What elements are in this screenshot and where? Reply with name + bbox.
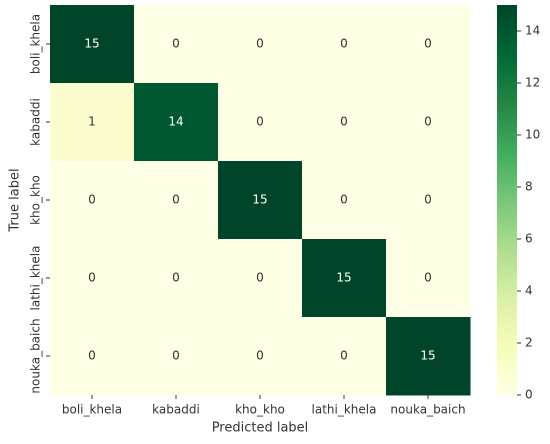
heatmap-cell xyxy=(134,5,219,84)
heatmap-cell xyxy=(134,83,219,162)
heatmap-cell xyxy=(386,317,471,396)
cell-label: 0 xyxy=(340,115,348,129)
heatmap-cell xyxy=(50,161,135,240)
cell-label: 0 xyxy=(88,193,96,207)
colorbar-tick-label: 10 xyxy=(525,128,540,142)
cell-label: 0 xyxy=(340,349,348,363)
cell-label: 0 xyxy=(256,115,264,129)
heatmap-cell xyxy=(50,83,135,162)
heatmap-cell xyxy=(386,161,471,240)
y-axis-label: True label xyxy=(8,168,23,232)
heatmap-cell xyxy=(218,239,303,318)
heatmap-cell xyxy=(218,161,303,240)
cell-label: 0 xyxy=(340,37,348,51)
cell-label: 0 xyxy=(88,349,96,363)
heatmap-cell xyxy=(218,317,303,396)
y-tick-label: kabaddi xyxy=(29,98,43,146)
x-tick-label: boli_khela xyxy=(62,403,122,417)
heatmap-cell xyxy=(134,317,219,396)
cell-label: 0 xyxy=(424,115,432,129)
cell-label: 0 xyxy=(172,193,180,207)
heatmap-cell xyxy=(50,5,135,84)
colorbar-tick-label: 14 xyxy=(525,24,540,38)
heatmap-cell xyxy=(50,239,135,318)
cell-label: 0 xyxy=(256,271,264,285)
x-tick-label: lathi_khela xyxy=(312,403,377,417)
cell-label: 0 xyxy=(172,349,180,363)
heatmap-cell xyxy=(386,5,471,84)
cell-label: 0 xyxy=(340,193,348,207)
cell-label: 0 xyxy=(172,37,180,51)
heatmap-cell xyxy=(218,83,303,162)
heatmap-cell xyxy=(386,83,471,162)
x-tick-label: kabaddi xyxy=(152,403,200,417)
y-tick-label: nouka_baich xyxy=(29,318,43,393)
cell-label: 0 xyxy=(172,271,180,285)
heatmap-cell xyxy=(302,161,387,240)
x-tick-label: kho_kho xyxy=(235,403,285,417)
cell-label: 0 xyxy=(424,271,432,285)
heatmap-cell xyxy=(218,5,303,84)
colorbar-tick-label: 0 xyxy=(525,388,533,402)
heatmap-cell xyxy=(386,239,471,318)
y-tick-label: kho_kho xyxy=(29,175,43,225)
cell-label: 15 xyxy=(252,193,267,207)
heatmap-cell xyxy=(134,161,219,240)
cell-label: 0 xyxy=(424,193,432,207)
cell-label: 0 xyxy=(256,37,264,51)
cell-label: 0 xyxy=(88,271,96,285)
heatmap-cell xyxy=(134,239,219,318)
heatmap-cell xyxy=(50,317,135,396)
heatmap-cell xyxy=(302,5,387,84)
colorbar-tick-label: 8 xyxy=(525,180,533,194)
colorbar-tick-label: 4 xyxy=(525,284,533,298)
colorbar-tick-label: 12 xyxy=(525,76,540,90)
heatmap-cell xyxy=(302,317,387,396)
y-tick-label: lathi_khela xyxy=(29,246,43,311)
colorbar-tick-label: 2 xyxy=(525,336,533,350)
x-axis-label: Predicted label xyxy=(212,421,309,436)
cell-label: 0 xyxy=(424,37,432,51)
heatmap-cell xyxy=(302,83,387,162)
colorbar xyxy=(497,5,517,395)
cell-label: 15 xyxy=(84,37,99,51)
cell-label: 0 xyxy=(256,349,264,363)
colorbar-tick-label: 6 xyxy=(525,232,533,246)
cell-label: 1 xyxy=(88,115,96,129)
cell-label: 15 xyxy=(336,271,351,285)
cell-label: 14 xyxy=(168,115,183,129)
cell-label: 15 xyxy=(420,349,435,363)
heatmap-cell xyxy=(302,239,387,318)
y-tick-label: boli_khela xyxy=(29,14,43,74)
x-tick-label: nouka_baich xyxy=(390,403,465,417)
